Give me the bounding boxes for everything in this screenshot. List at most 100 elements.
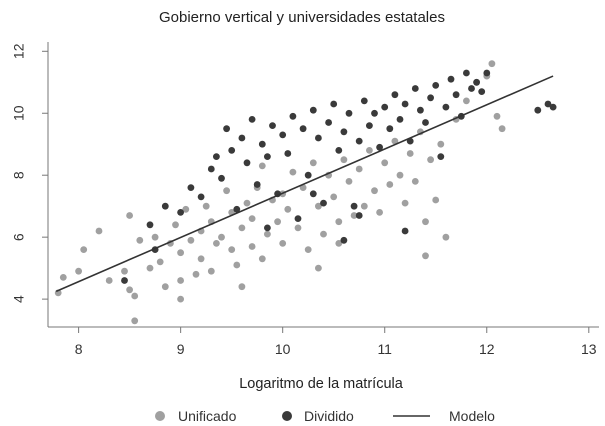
point-unificado <box>228 246 236 254</box>
point-unificado <box>238 224 246 232</box>
point-unificado <box>223 187 231 195</box>
point-dividido <box>401 100 409 108</box>
point-unificado <box>360 202 368 210</box>
point-dividido <box>299 125 307 133</box>
point-dividido <box>325 119 332 126</box>
point-unificado <box>197 255 205 263</box>
legend-marker-unificado <box>155 411 165 421</box>
point-unificado <box>488 60 496 68</box>
legend-label-modelo: Modelo <box>449 408 495 424</box>
point-dividido <box>437 153 445 161</box>
point-unificado <box>177 249 185 257</box>
point-unificado <box>207 267 215 275</box>
point-dividido <box>483 69 491 77</box>
x-tick-label: 9 <box>177 341 185 357</box>
point-dividido <box>223 125 231 133</box>
y-axis-ticks: 4 6 8 10 12 <box>11 43 48 303</box>
point-dividido <box>177 209 185 216</box>
point-unificado <box>213 240 220 247</box>
point-dividido <box>452 91 460 99</box>
point-unificado <box>294 224 302 232</box>
y-tick-label: 12 <box>11 43 27 59</box>
point-dividido <box>360 97 368 105</box>
point-unificado <box>320 230 327 238</box>
point-dividido <box>161 202 169 210</box>
point-unificado <box>330 193 338 201</box>
point-dividido <box>340 236 348 244</box>
point-dividido <box>391 91 399 99</box>
point-dividido <box>207 165 215 173</box>
point-dividido <box>478 88 486 95</box>
point-dividido <box>238 134 246 142</box>
point-dividido <box>294 215 302 223</box>
point-unificado <box>335 218 343 226</box>
point-unificado <box>371 187 378 195</box>
point-dividido <box>330 100 338 108</box>
legend-label-dividido: Dividido <box>304 408 354 424</box>
point-dividido <box>463 69 470 77</box>
modelo-regression-line <box>55 75 554 293</box>
point-unificado <box>248 215 256 223</box>
point-dividido <box>386 125 394 133</box>
point-unificado <box>233 261 241 269</box>
y-tick-label: 6 <box>11 233 27 241</box>
x-tick-label: 10 <box>275 341 291 357</box>
point-dividido <box>253 181 261 188</box>
point-unificado <box>202 202 210 210</box>
point-unificado <box>386 181 394 188</box>
point-dividido <box>243 159 251 167</box>
point-dividido <box>534 106 542 114</box>
legend-marker-dividido <box>282 411 292 421</box>
point-unificado <box>177 295 185 303</box>
point-dividido <box>269 122 276 129</box>
point-dividido <box>345 109 353 117</box>
y-tick-label: 4 <box>11 295 27 303</box>
point-dividido <box>442 103 450 111</box>
point-unificado <box>437 140 445 148</box>
point-unificado <box>146 264 154 272</box>
point-unificado <box>376 209 383 216</box>
point-dividido <box>355 212 363 219</box>
point-dividido <box>284 150 292 157</box>
point-dividido <box>264 224 271 232</box>
point-dividido <box>187 184 195 192</box>
point-dividido <box>396 116 404 123</box>
point-unificado <box>105 277 113 284</box>
point-unificado <box>401 199 409 207</box>
x-tick-label: 12 <box>479 341 495 357</box>
point-unificado <box>422 252 429 260</box>
point-dividido <box>228 147 236 154</box>
point-dividido <box>213 153 220 161</box>
point-dividido <box>121 277 128 284</box>
point-dividido <box>422 119 429 126</box>
point-dividido <box>304 171 312 179</box>
point-unificado <box>121 267 128 275</box>
point-dividido <box>309 106 317 114</box>
point-unificado <box>432 196 440 204</box>
point-unificado <box>75 267 82 275</box>
x-axis-label: Logaritmo de la matrícula <box>239 376 404 392</box>
point-dividido <box>417 106 424 114</box>
point-unificado <box>463 97 470 105</box>
point-unificado <box>355 165 363 173</box>
point-unificado <box>151 233 159 241</box>
point-unificado <box>238 283 246 291</box>
point-unificado <box>258 162 266 170</box>
point-dividido <box>376 143 383 151</box>
point-unificado <box>381 159 389 167</box>
point-unificado <box>95 227 103 235</box>
x-tick-label: 13 <box>581 341 597 357</box>
point-dividido <box>248 116 256 123</box>
point-dividido <box>289 112 297 120</box>
point-dividido <box>233 205 241 213</box>
point-unificado <box>243 199 251 207</box>
point-unificado <box>304 246 312 254</box>
y-tick-label: 10 <box>11 105 27 121</box>
point-unificado <box>131 292 139 300</box>
point-unificado <box>279 240 287 247</box>
point-unificado <box>264 230 271 238</box>
point-unificado <box>309 159 317 167</box>
point-unificado <box>315 264 322 272</box>
point-unificado <box>131 317 139 325</box>
point-unificado <box>126 286 133 294</box>
